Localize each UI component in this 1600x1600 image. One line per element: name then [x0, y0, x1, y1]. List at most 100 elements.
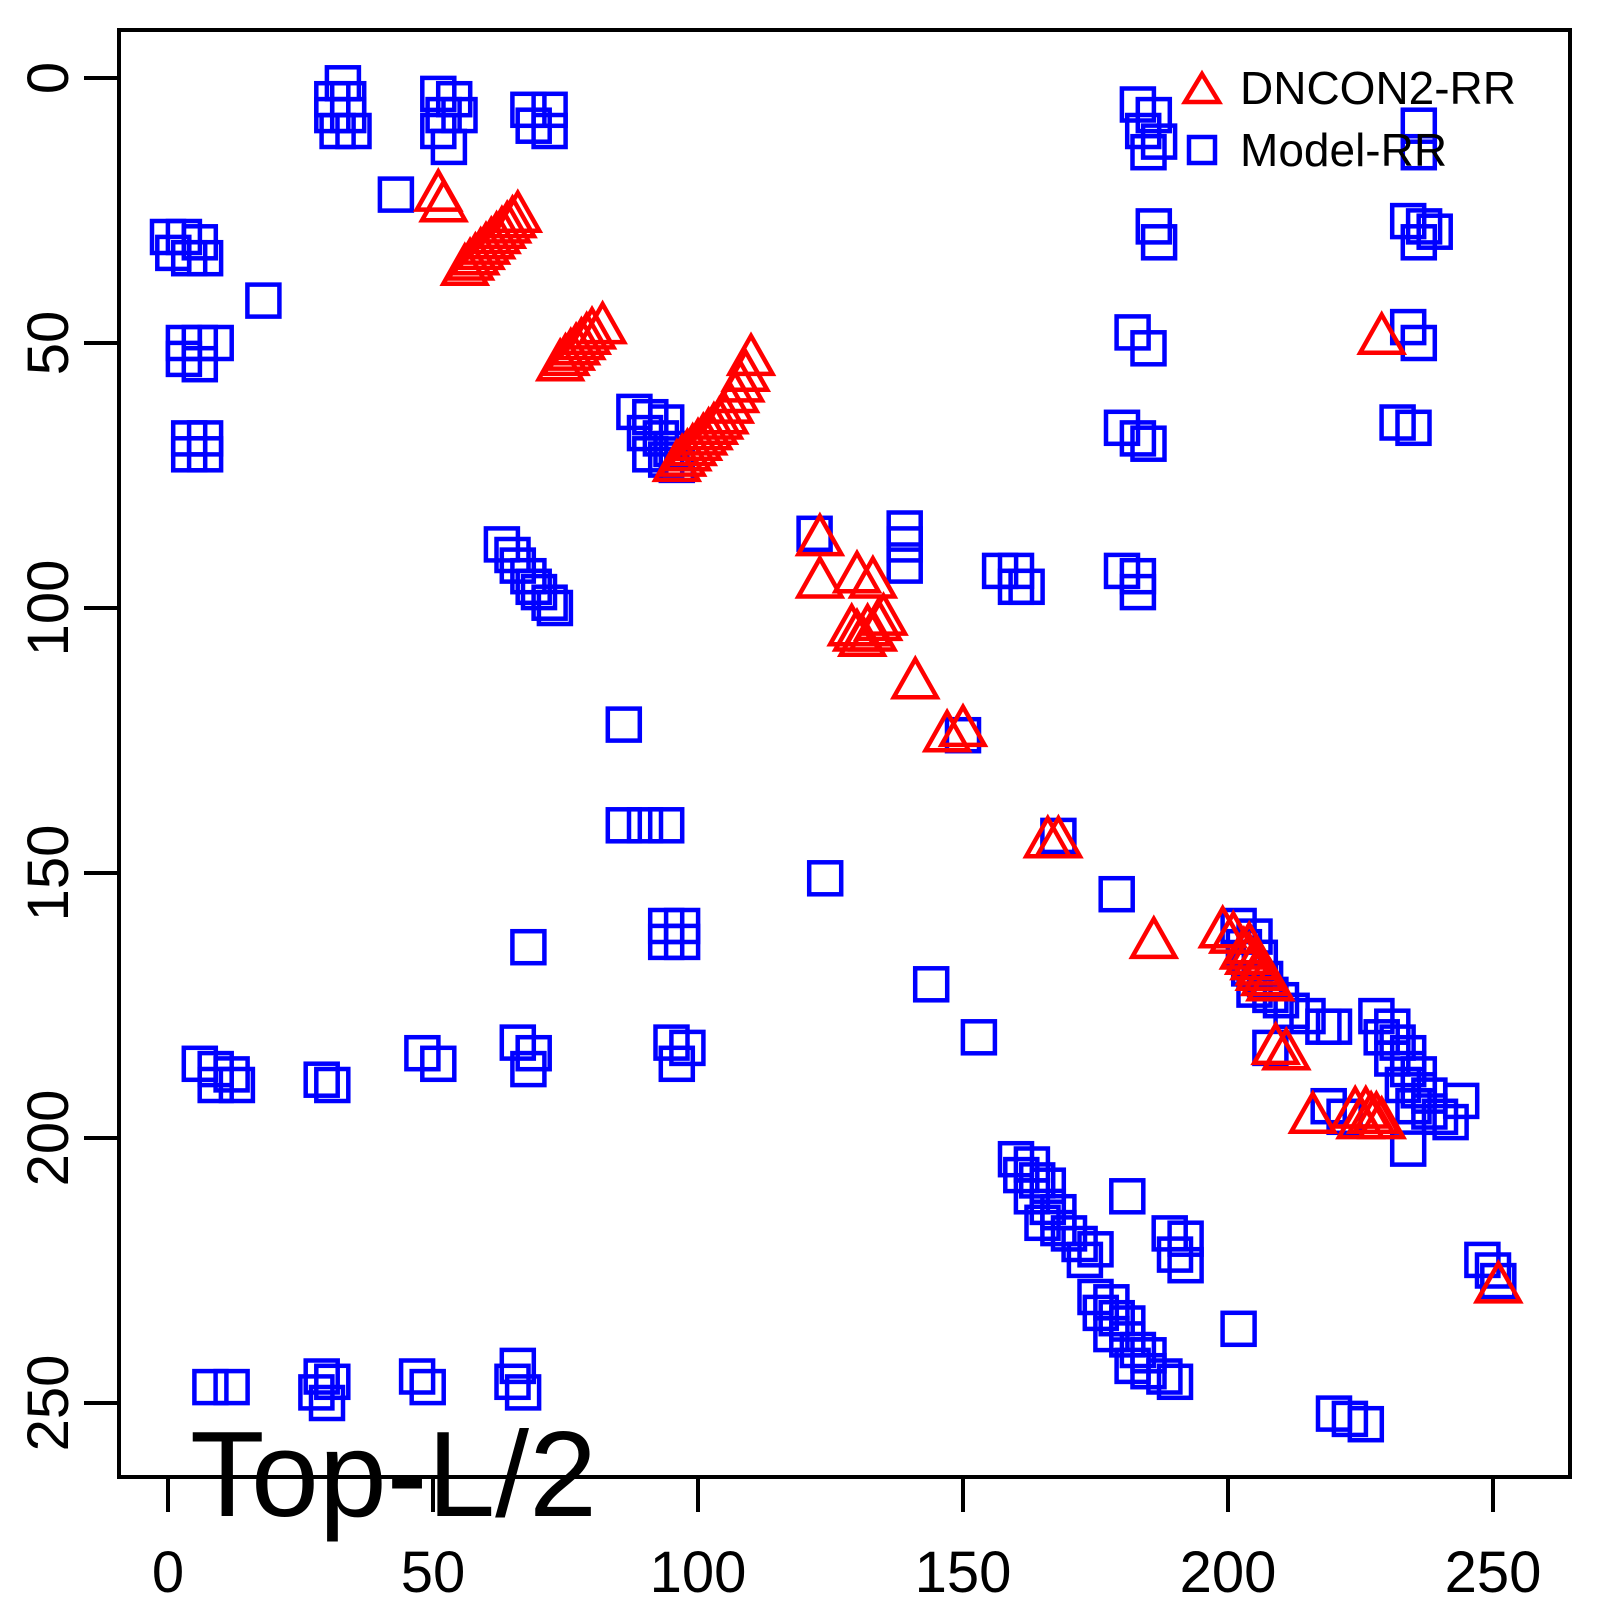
model-rr-point	[1167, 1246, 1204, 1284]
dncon2-rr-point	[1033, 813, 1084, 859]
dncon2-rr-point	[1197, 903, 1249, 949]
legend-label-dncon2: DNCON2-RR	[1240, 62, 1516, 114]
dncon2-rr-point	[492, 188, 544, 234]
model-rr-point	[303, 1061, 340, 1098]
y-tick-label: 150	[16, 825, 81, 922]
dncon2-rr-point	[1250, 1020, 1302, 1066]
dncon2-rr-point	[566, 304, 618, 350]
model-rr-point	[1130, 133, 1167, 171]
model-rr-point	[186, 436, 224, 473]
dncon2-rr-point	[720, 347, 772, 393]
model-rr-point	[192, 1368, 229, 1406]
dncon2-rr-point	[1356, 1094, 1408, 1140]
model-rr-point	[245, 282, 282, 319]
model-rr-point	[1315, 1008, 1353, 1045]
model-rr-point	[960, 1019, 998, 1056]
model-rr-point	[1130, 330, 1167, 367]
x-tick-label: 100	[650, 1540, 747, 1600]
model-rr-point	[213, 1368, 250, 1406]
x-tick-label: 200	[1180, 1540, 1277, 1600]
dncon2-rr-point	[1287, 1089, 1339, 1135]
model-rr-point	[494, 1363, 531, 1401]
dncon2-rr-point	[889, 654, 941, 700]
model-rr-point	[420, 1045, 457, 1083]
model-rr-point	[658, 1045, 696, 1083]
y-tick-label: 100	[16, 560, 81, 657]
model-rr-point	[1146, 1358, 1183, 1395]
model-rr-point	[626, 807, 664, 844]
data-points-layer	[149, 65, 1524, 1443]
dncon2-rr-point	[1128, 914, 1180, 960]
legend: DNCON2-RR Model-RR	[1181, 62, 1516, 176]
dncon2-rr-point	[794, 553, 846, 599]
model-rr-point	[1109, 1178, 1146, 1215]
dncon2-rr-point	[725, 331, 777, 377]
y-tick-label: 50	[16, 311, 81, 376]
model-rr-point	[605, 807, 643, 844]
model-rr-point	[647, 807, 685, 844]
model-rr-point	[314, 1066, 351, 1104]
model-rr-point	[886, 526, 923, 563]
model-rr-point	[335, 112, 372, 150]
model-rr-point	[308, 1384, 346, 1422]
y-tick-label: 0	[16, 62, 81, 94]
plot-title: Top-L/2	[190, 1406, 597, 1542]
dncon2-rr-point	[577, 299, 628, 345]
dncon2-rr-point	[937, 702, 989, 748]
model-rr-point	[1395, 409, 1432, 447]
model-rr-point	[886, 547, 923, 584]
model-rr-point	[806, 860, 844, 897]
model-rr-point	[912, 966, 950, 1003]
model-rr-point	[1400, 324, 1438, 362]
x-tick-label: 150	[915, 1540, 1012, 1600]
model-rr-point	[1400, 224, 1438, 261]
model-rr-point	[1400, 133, 1438, 171]
model-rr-point	[1432, 1103, 1469, 1141]
model-rr-point	[605, 706, 643, 743]
model-rr-point	[1140, 123, 1178, 160]
model-rr-point	[1156, 1363, 1194, 1401]
model-rr-point	[409, 1368, 446, 1406]
model-rr-point	[1156, 1236, 1194, 1273]
model-rr-point	[504, 1374, 542, 1411]
model-rr-point	[1077, 1231, 1114, 1268]
model-rr-point	[1442, 1082, 1480, 1120]
model-rr-point	[398, 1358, 436, 1395]
dncon2-rr-point	[1356, 310, 1408, 355]
model-rr-point	[1140, 224, 1178, 261]
model-rr-point	[1008, 568, 1045, 606]
model-rr-point	[1400, 107, 1438, 144]
model-rr-point	[218, 1066, 256, 1104]
axis-layer: 0 50 100 150 200 250 0 50 100 150 200 250	[16, 62, 1541, 1600]
model-rr-point	[186, 239, 224, 277]
legend-triangle-icon	[1181, 69, 1223, 105]
legend-label-model: Model-RR	[1240, 124, 1447, 176]
x-tick-label: 0	[152, 1540, 184, 1600]
model-rr-point	[663, 923, 701, 961]
plot-border	[117, 28, 1572, 1479]
model-rr-point	[1130, 425, 1167, 462]
model-rr-point	[377, 176, 415, 213]
dncon2-rr-point	[1472, 1258, 1524, 1304]
model-rr-point	[298, 1374, 335, 1411]
model-rr-point	[510, 928, 547, 966]
model-rr-point	[1066, 1241, 1104, 1279]
model-rr-point	[1347, 1405, 1385, 1443]
dncon2-rr-point	[1260, 1025, 1312, 1071]
x-tick-label: 250	[1445, 1540, 1542, 1600]
model-rr-point	[510, 1050, 547, 1088]
model-rr-point	[1098, 875, 1135, 913]
model-rr-point	[1119, 573, 1157, 611]
dncon2-rr-point	[418, 177, 469, 223]
model-rr-point	[197, 1066, 234, 1104]
model-rr-point	[536, 589, 574, 627]
model-rr-point	[430, 128, 468, 166]
dncon2-rr-point	[847, 553, 899, 599]
legend-square-icon	[1186, 134, 1218, 166]
model-rr-point	[181, 345, 219, 383]
dncon2-rr-point	[921, 707, 973, 753]
model-rr-point	[1220, 1310, 1257, 1348]
dncon2-rr-point	[831, 548, 883, 594]
